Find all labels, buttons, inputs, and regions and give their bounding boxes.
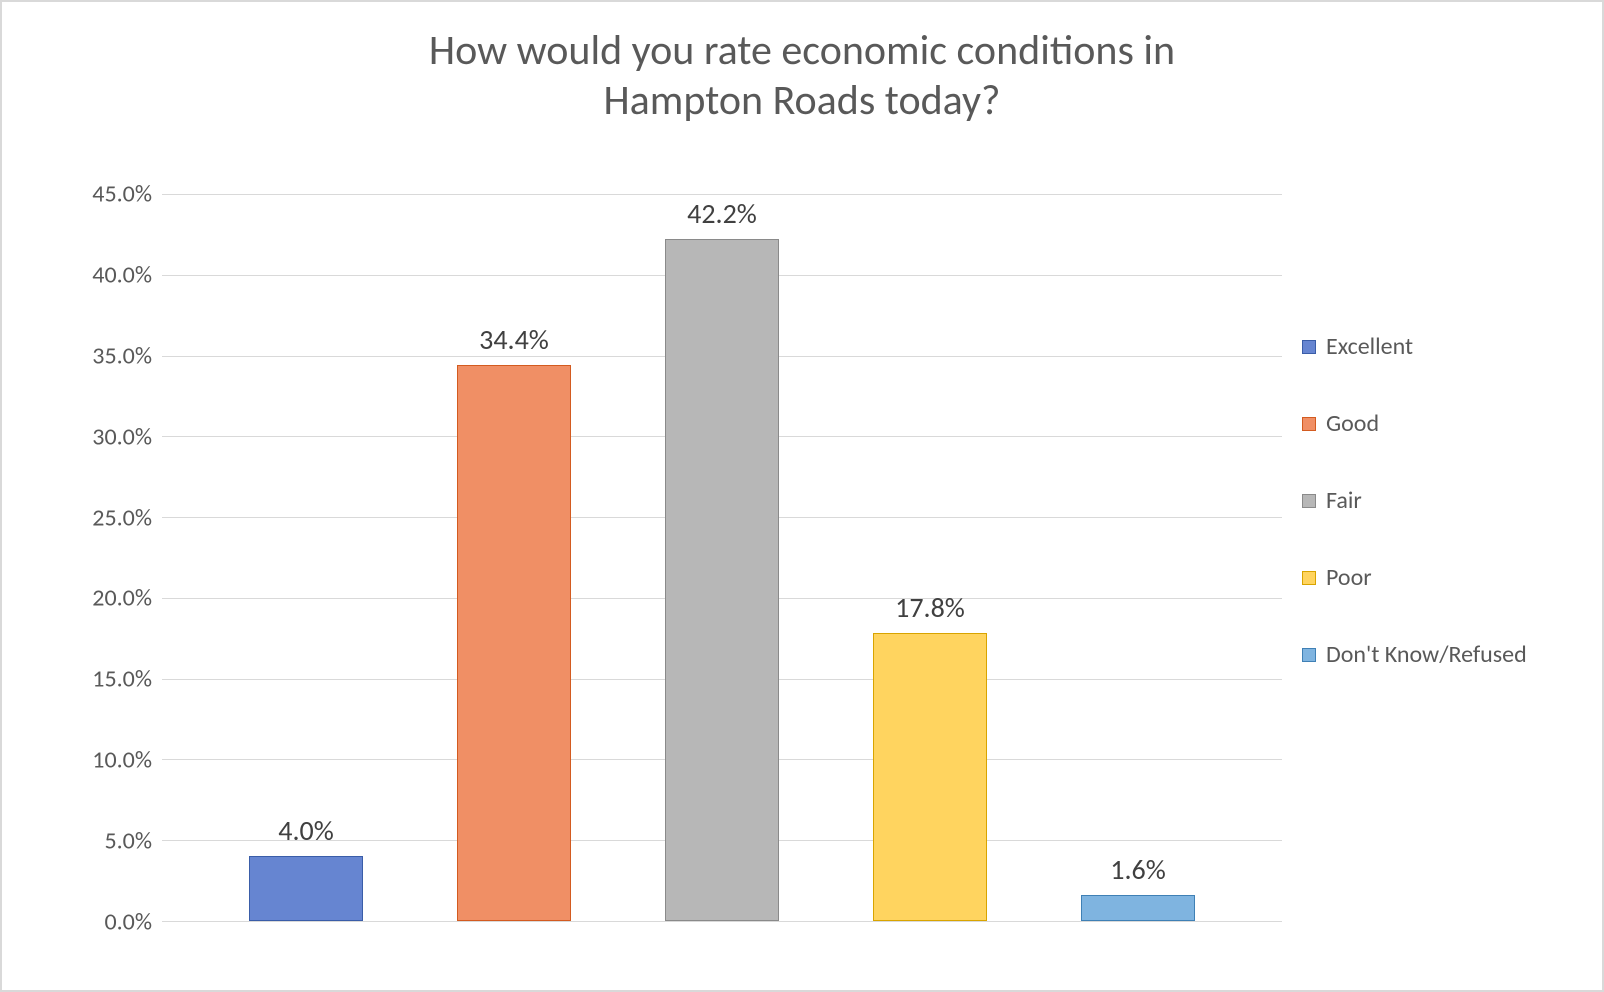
y-tick-label: 35.0% — [92, 341, 152, 370]
chart-title-line: Hampton Roads today? — [2, 76, 1602, 126]
plot-wrap: 0.0% 5.0% 10.0% 15.0% 20.0% 25.0% 30.0% 35.0% 40… — [42, 194, 1282, 962]
bar-value-label: 42.2% — [687, 196, 757, 231]
legend-swatch — [1302, 417, 1316, 431]
chart-frame: How would you rate economic conditions i… — [0, 0, 1604, 992]
y-axis: 0.0% 5.0% 10.0% 15.0% 20.0% 25.0% 30.0% 35.0% 40… — [42, 194, 152, 962]
bar — [1081, 895, 1195, 921]
legend-swatch — [1302, 340, 1316, 354]
bar-value-label: 4.0% — [278, 813, 333, 848]
legend-label: Good — [1326, 409, 1379, 438]
y-tick-label: 0.0% — [104, 908, 152, 937]
y-tick-label: 40.0% — [92, 260, 152, 289]
legend-item: Fair — [1302, 486, 1582, 515]
y-tick-label: 25.0% — [92, 503, 152, 532]
y-tick-label: 30.0% — [92, 422, 152, 451]
y-tick-label: 5.0% — [104, 827, 152, 856]
legend-label: Excellent — [1326, 332, 1413, 361]
bar — [873, 633, 987, 921]
legend-swatch — [1302, 571, 1316, 585]
chart-title-line: How would you rate economic conditions i… — [2, 26, 1602, 76]
y-tick-label: 20.0% — [92, 584, 152, 613]
legend-label: Poor — [1326, 563, 1372, 592]
chart-title: How would you rate economic conditions i… — [2, 26, 1602, 125]
bar — [665, 239, 779, 921]
legend-item: Don't Know/Refused — [1302, 640, 1582, 669]
legend-item: Excellent — [1302, 332, 1582, 361]
legend-label: Don't Know/Refused — [1326, 640, 1527, 669]
plot-area: 4.0% 34.4% 42.2% 17.8% 1.6% — [162, 194, 1282, 922]
bar-slot: 34.4% — [410, 194, 618, 921]
bar-value-label: 17.8% — [895, 590, 965, 625]
legend-label: Fair — [1326, 486, 1362, 515]
legend-item: Good — [1302, 409, 1582, 438]
bar-value-label: 34.4% — [479, 322, 549, 357]
bar-slot: 4.0% — [202, 194, 410, 921]
bar — [249, 856, 363, 921]
bar-value-label: 1.6% — [1110, 852, 1165, 887]
bar-slot: 17.8% — [826, 194, 1034, 921]
legend: Excellent Good Fair Poor Don't Know/Refused — [1302, 332, 1582, 669]
y-tick-label: 15.0% — [92, 665, 152, 694]
bar-slot: 1.6% — [1034, 194, 1242, 921]
bars-container: 4.0% 34.4% 42.2% 17.8% 1.6% — [162, 194, 1282, 921]
legend-item: Poor — [1302, 563, 1582, 592]
bar-slot: 42.2% — [618, 194, 826, 921]
legend-swatch — [1302, 648, 1316, 662]
y-tick-label: 10.0% — [92, 746, 152, 775]
bar — [457, 365, 571, 921]
y-tick-label: 45.0% — [92, 180, 152, 209]
legend-swatch — [1302, 494, 1316, 508]
